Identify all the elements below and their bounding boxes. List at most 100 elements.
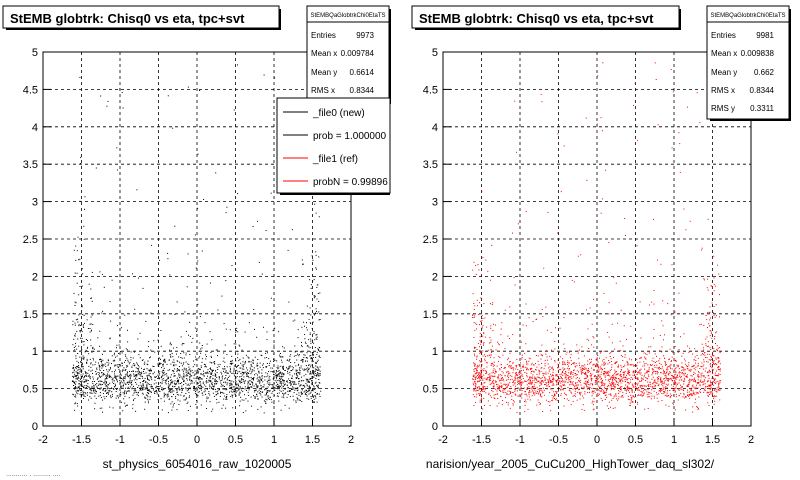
right-data-point	[662, 373, 664, 375]
left-data-point	[239, 367, 241, 369]
left-data-point	[227, 372, 229, 374]
left-data-point	[239, 345, 241, 347]
left-data-point	[222, 384, 224, 386]
left-data-point	[221, 378, 223, 380]
right-data-point	[544, 377, 546, 379]
right-data-point	[604, 376, 606, 378]
left-data-point	[114, 376, 115, 378]
left-data-point	[316, 374, 318, 376]
left-data-point	[284, 383, 286, 385]
left-data-point	[297, 389, 299, 391]
left-data-point	[303, 375, 305, 377]
right-data-point	[568, 376, 570, 378]
right-data-point	[702, 365, 704, 367]
right-data-point	[528, 392, 530, 394]
right-data-point	[620, 374, 622, 375]
left-data-point	[313, 376, 315, 378]
left-data-point	[294, 373, 295, 375]
left-data-point	[317, 372, 319, 374]
left-data-point	[213, 369, 214, 371]
left-data-point	[265, 352, 267, 354]
left-data-point	[250, 365, 252, 367]
left-ytick-label: 1	[32, 346, 38, 358]
left-data-point	[90, 392, 92, 394]
right-data-point	[600, 378, 602, 380]
left-data-point	[156, 389, 157, 391]
left-data-point	[319, 357, 321, 358]
right-data-point	[656, 355, 657, 357]
right-data-point	[666, 396, 668, 397]
left-data-point	[315, 268, 317, 270]
right-data-point	[632, 364, 634, 366]
left-data-point	[74, 334, 76, 336]
left-data-point	[73, 338, 75, 340]
right-data-point	[703, 347, 704, 349]
right-data-point	[690, 388, 692, 390]
right-data-point	[710, 380, 711, 382]
left-data-point	[122, 362, 123, 364]
left-data-point	[230, 384, 232, 386]
left-data-point	[257, 385, 259, 387]
right-data-point	[691, 387, 693, 389]
right-data-point	[522, 366, 524, 368]
right-data-point	[544, 376, 546, 378]
left-data-point	[250, 368, 252, 370]
left-data-point	[100, 361, 102, 362]
left-xtick-label: 1.5	[305, 434, 320, 446]
left-data-point	[229, 329, 231, 331]
left-data-point	[91, 369, 93, 371]
right-data-point	[534, 376, 536, 378]
left-data-point	[295, 378, 297, 379]
right-data-point	[503, 380, 505, 382]
right-data-point	[518, 373, 520, 375]
left-data-point	[215, 370, 217, 372]
right-data-point	[703, 383, 705, 385]
right-data-point	[702, 375, 704, 377]
left-data-point	[131, 384, 133, 386]
left-data-point	[169, 389, 171, 391]
left-data-point	[157, 365, 159, 367]
right-data-point	[587, 372, 589, 373]
left-data-point	[154, 351, 156, 353]
left-xtick-label: -1.5	[72, 434, 91, 446]
left-data-point	[189, 368, 191, 370]
left-data-point	[282, 393, 284, 395]
left-data-point	[251, 378, 253, 380]
left-data-point	[297, 399, 299, 401]
right-data-point	[536, 373, 538, 375]
right-data-point	[539, 394, 541, 396]
left-data-point	[266, 339, 268, 340]
right-data-point	[604, 392, 606, 394]
left-data-point	[87, 340, 88, 341]
right-data-point	[520, 362, 521, 364]
right-data-point	[692, 353, 694, 355]
left-data-point	[75, 357, 77, 359]
left-data-point	[294, 351, 296, 353]
right-data-point	[678, 368, 680, 370]
right-data-point	[513, 277, 515, 279]
left-data-point	[225, 388, 227, 390]
left-data-point	[166, 394, 168, 396]
left-data-point	[310, 287, 312, 289]
right-data-point	[703, 279, 705, 281]
left-data-point	[135, 367, 137, 369]
right-data-point	[652, 368, 654, 370]
right-data-point	[673, 377, 675, 379]
right-data-point	[656, 367, 658, 369]
left-data-point	[170, 344, 172, 346]
right-data-point	[646, 353, 648, 355]
left-stats-name: StEMBQaGlobtrkChi0EtaTS	[310, 13, 385, 19]
right-data-point	[586, 338, 588, 340]
left-data-point	[178, 366, 180, 367]
left-data-point	[81, 380, 83, 382]
left-data-point	[146, 384, 148, 386]
left-data-point	[81, 370, 83, 372]
left-data-point	[271, 401, 273, 403]
left-data-point	[243, 372, 244, 374]
right-data-point	[558, 367, 560, 369]
right-data-point	[575, 366, 577, 368]
left-data-point	[299, 370, 301, 372]
right-data-point	[541, 380, 543, 382]
right-data-point	[547, 385, 549, 387]
left-data-point	[265, 394, 267, 396]
